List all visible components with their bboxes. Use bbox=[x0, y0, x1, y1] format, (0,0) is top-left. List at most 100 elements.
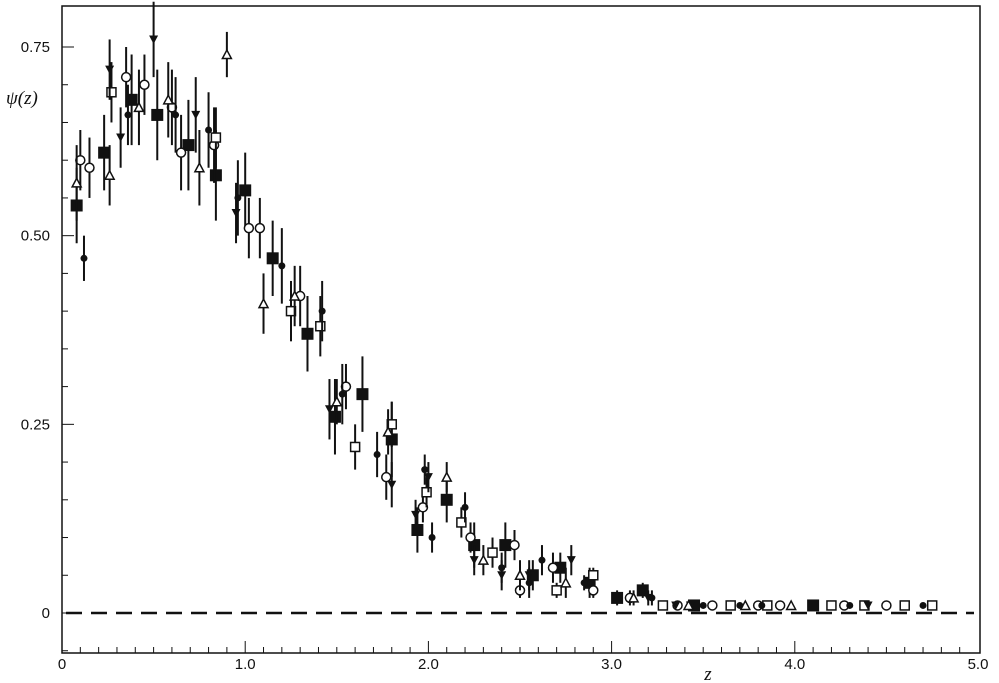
data-point bbox=[84, 137, 95, 198]
filled-circle-marker bbox=[699, 601, 707, 609]
filled-circle-marker bbox=[80, 254, 88, 262]
filled-triangle-down-marker bbox=[671, 601, 681, 610]
filled-circle-marker bbox=[498, 564, 506, 572]
filled-square-marker bbox=[807, 599, 820, 612]
filled-triangle-down-marker bbox=[423, 473, 433, 482]
filled-square-marker bbox=[411, 523, 424, 536]
data-point bbox=[70, 145, 83, 221]
filled-circle-marker bbox=[758, 601, 766, 609]
filled-square-marker bbox=[499, 539, 512, 552]
open-square-marker bbox=[899, 600, 910, 611]
data-point bbox=[554, 552, 567, 583]
filled-square-marker bbox=[301, 327, 314, 340]
data-point bbox=[423, 462, 433, 493]
y-tick-label: 0.25 bbox=[21, 416, 50, 433]
data-point bbox=[671, 601, 681, 610]
data-point bbox=[234, 160, 242, 236]
filled-circle-marker bbox=[373, 451, 381, 459]
data-point bbox=[278, 228, 286, 304]
data-point bbox=[919, 601, 927, 609]
data-point bbox=[151, 69, 164, 161]
open-triangle-marker bbox=[288, 289, 301, 301]
filled-triangle-down-marker bbox=[116, 133, 126, 143]
data-point bbox=[98, 114, 111, 191]
data-point bbox=[411, 499, 421, 530]
filled-circle-marker bbox=[461, 503, 469, 511]
data-point bbox=[124, 84, 132, 146]
data-point bbox=[627, 590, 640, 606]
plot-frame bbox=[61, 5, 981, 654]
data-point bbox=[707, 600, 718, 611]
x-tick-label: 0 bbox=[58, 656, 66, 673]
data-point bbox=[551, 582, 562, 598]
open-circle-marker bbox=[175, 147, 187, 158]
open-square-marker bbox=[826, 600, 837, 611]
filled-triangle-down-marker bbox=[411, 510, 421, 520]
open-triangle-marker bbox=[514, 569, 526, 581]
data-point bbox=[133, 69, 145, 146]
data-point bbox=[863, 601, 873, 610]
data-point bbox=[648, 590, 656, 606]
open-triangle-marker bbox=[133, 101, 145, 113]
data-point bbox=[547, 552, 559, 583]
x-axis-label: z bbox=[703, 664, 712, 683]
data-point bbox=[331, 379, 343, 425]
open-square-marker bbox=[926, 600, 938, 611]
filled-circle-marker bbox=[338, 390, 346, 398]
filled-square-marker bbox=[440, 493, 453, 506]
data-point bbox=[210, 107, 222, 168]
data-point bbox=[162, 62, 175, 138]
open-square-marker bbox=[657, 600, 669, 611]
open-triangle-marker bbox=[682, 599, 695, 611]
data-point bbox=[221, 31, 233, 78]
data-point bbox=[254, 197, 266, 259]
x-tick-label: 3.0 bbox=[601, 656, 622, 673]
open-triangle-marker bbox=[331, 395, 343, 407]
filled-triangle-down-marker bbox=[105, 65, 115, 75]
filled-circle-marker bbox=[919, 601, 927, 609]
open-triangle-marker bbox=[193, 161, 206, 173]
open-square-marker bbox=[487, 547, 498, 558]
data-point bbox=[465, 522, 476, 553]
y-tick-label: 0.50 bbox=[21, 228, 50, 245]
open-square-marker bbox=[210, 132, 222, 143]
data-point bbox=[182, 99, 195, 191]
data-point bbox=[566, 545, 576, 576]
filled-circle-marker bbox=[124, 111, 132, 119]
data-point bbox=[103, 145, 116, 206]
y-tick-label: 0.75 bbox=[21, 39, 50, 56]
data-point bbox=[288, 265, 301, 327]
data-point bbox=[349, 424, 361, 470]
data-point bbox=[387, 462, 397, 508]
data-point bbox=[899, 600, 910, 611]
data-point bbox=[509, 529, 520, 561]
open-square-marker bbox=[349, 441, 361, 453]
filled-triangle-down-marker bbox=[149, 35, 159, 44]
open-square-marker bbox=[315, 320, 326, 332]
open-circle-marker bbox=[881, 600, 892, 611]
data-point bbox=[172, 77, 180, 153]
open-circle-marker bbox=[547, 562, 559, 573]
data-point bbox=[826, 600, 837, 611]
data-point bbox=[725, 600, 736, 611]
filled-circle-marker bbox=[318, 307, 326, 315]
filled-circle-marker bbox=[205, 126, 213, 134]
x-tick-label: 2.0 bbox=[418, 656, 439, 673]
data-point bbox=[461, 492, 469, 523]
filled-circle-marker bbox=[421, 466, 429, 474]
data-point bbox=[315, 296, 326, 357]
data-point bbox=[538, 545, 546, 576]
filled-square-marker bbox=[182, 139, 195, 152]
data-point bbox=[80, 235, 88, 281]
open-triangle-marker bbox=[382, 425, 394, 437]
data-point bbox=[636, 582, 649, 598]
data-point bbox=[356, 356, 369, 432]
filled-triangle-down-marker bbox=[863, 601, 873, 610]
data-point bbox=[243, 197, 255, 259]
data-point bbox=[191, 77, 201, 153]
data-point bbox=[682, 599, 695, 611]
data-point bbox=[239, 152, 252, 229]
data-point bbox=[514, 560, 526, 591]
open-circle-marker bbox=[139, 79, 150, 90]
data-point bbox=[477, 545, 490, 576]
